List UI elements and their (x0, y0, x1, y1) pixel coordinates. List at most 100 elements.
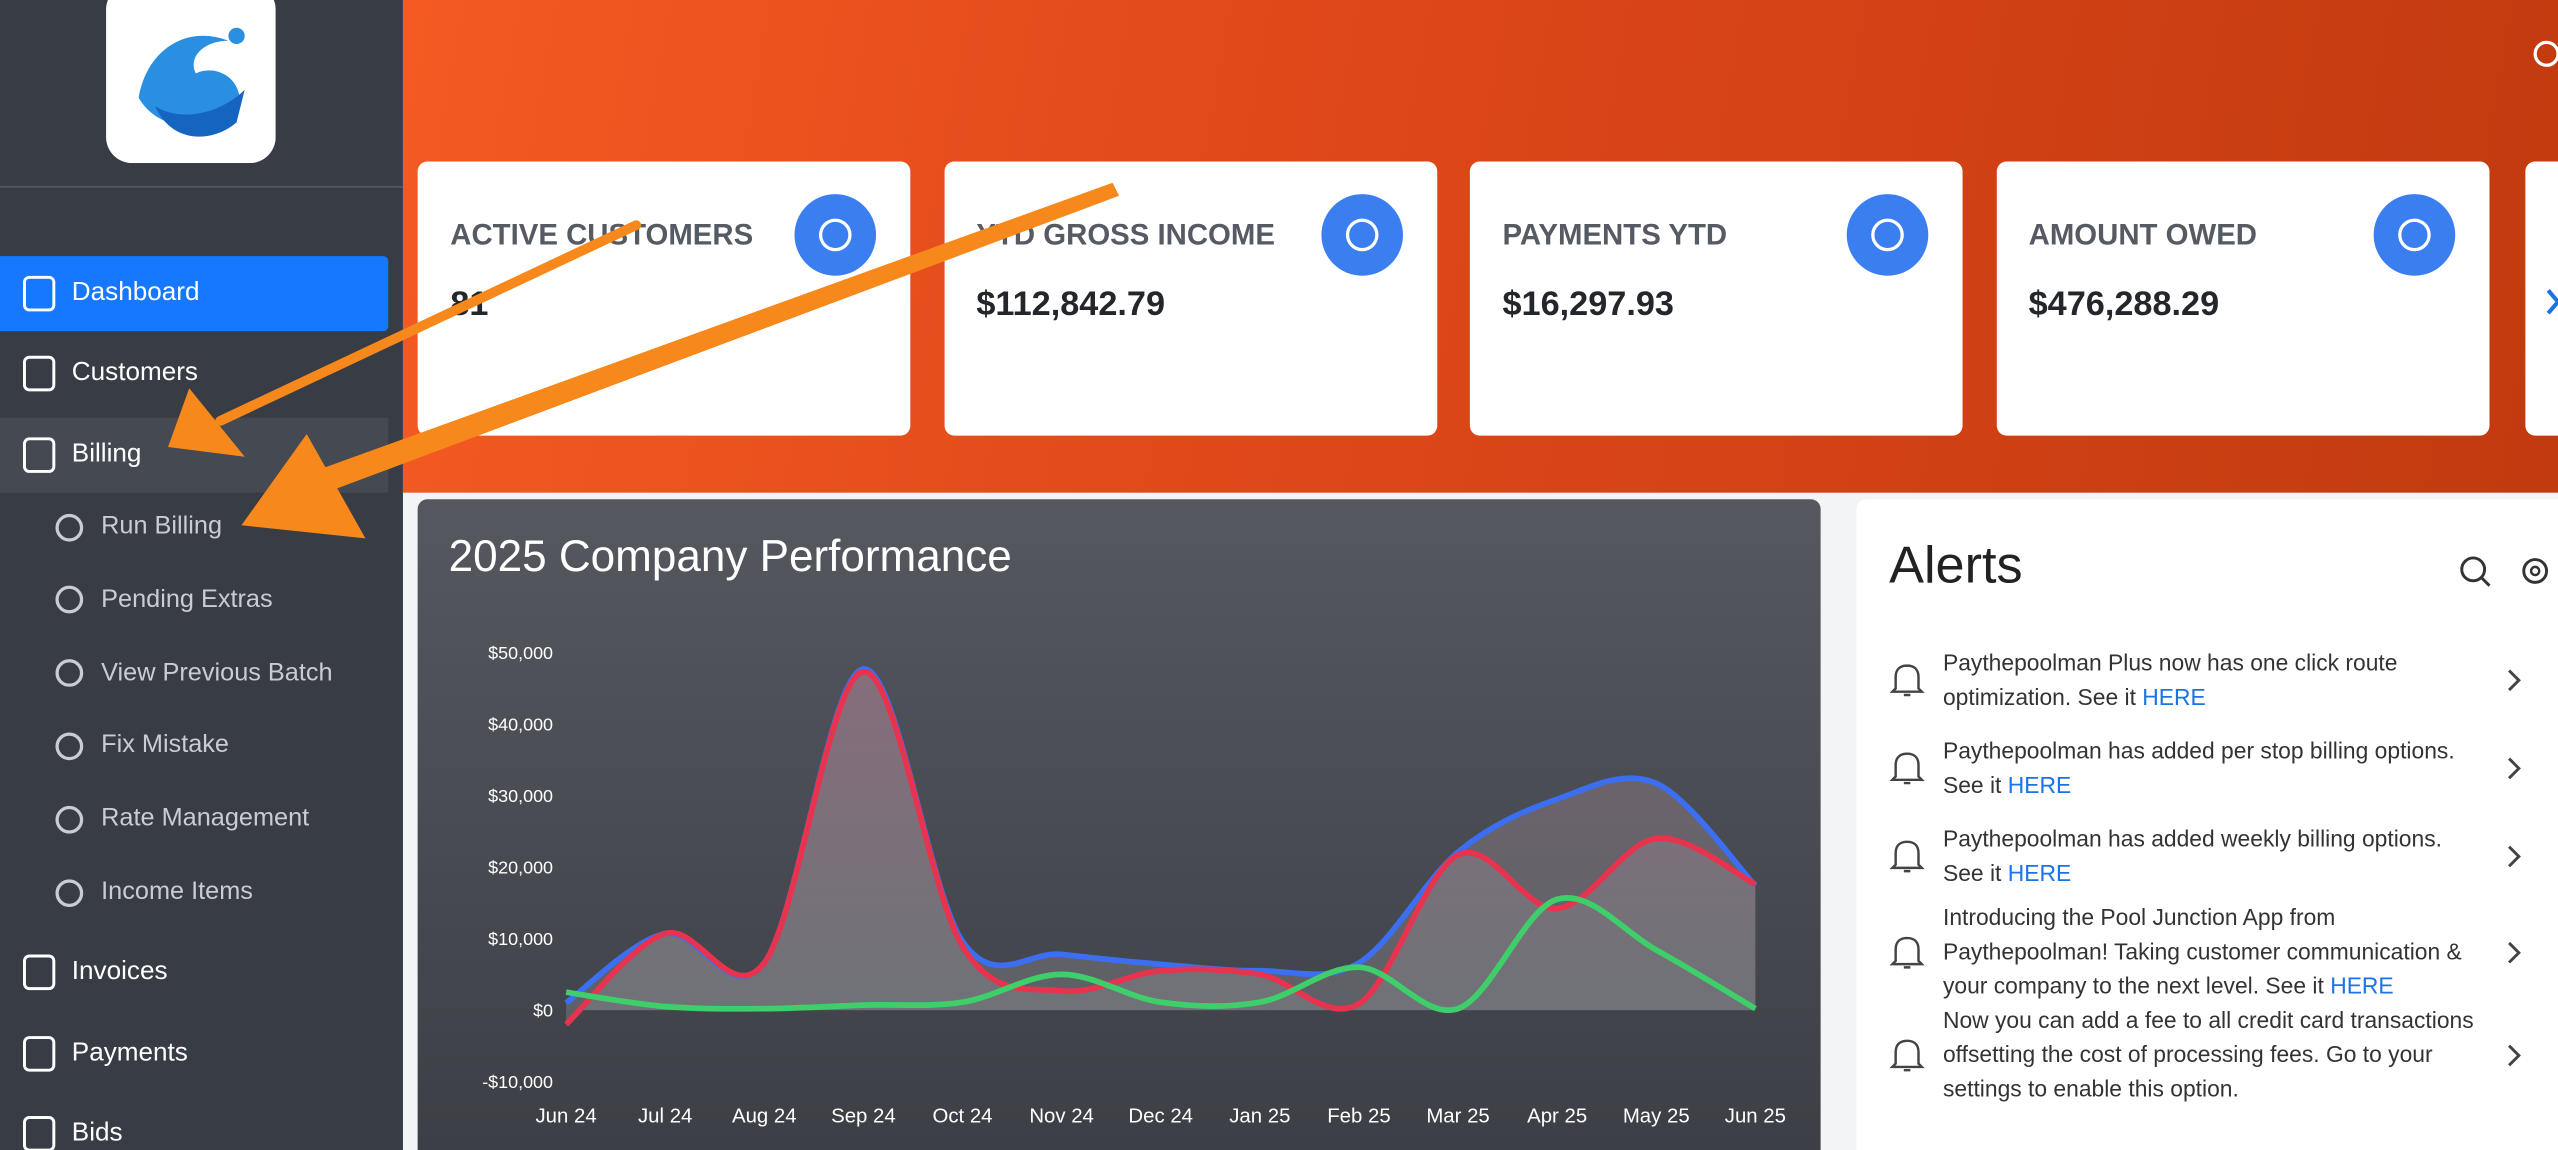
alert-text: Paythepoolman has added per stop billing… (1943, 734, 2476, 803)
menu-label: Invoices (71, 957, 168, 986)
icon-glyph (1345, 218, 1378, 252)
alert-link[interactable]: HERE (2007, 859, 2072, 886)
radio-icon (55, 732, 84, 761)
submenu-item[interactable]: Run Billing (0, 494, 388, 559)
alert-item[interactable]: Now you can add a fee to all credit card… (1857, 1003, 2558, 1106)
x-tick-label: Jan 25 (1229, 1105, 1290, 1127)
x-tick-label: Sep 24 (831, 1105, 896, 1127)
stat-label: PAYMENTS YTD (1502, 218, 1728, 252)
series-area (566, 671, 1756, 1025)
alert-link[interactable]: HERE (2330, 972, 2394, 999)
submenu-label: Run Billing (101, 512, 223, 540)
alert-item[interactable]: Paythepoolman Plus now has one click rou… (1857, 636, 2558, 724)
x-tick-label: Oct 24 (932, 1105, 992, 1127)
submenu-item[interactable]: Fix Mistake (0, 714, 388, 779)
menu-icon (23, 954, 56, 991)
menu-item[interactable]: Payments (0, 1016, 388, 1091)
chevron-shape (2508, 845, 2521, 868)
logo (106, 0, 276, 164)
menu-label: Customers (71, 358, 198, 387)
alert-message: Paythepoolman has added weekly billing o… (1942, 825, 2442, 886)
menu-item[interactable]: Customers (0, 336, 388, 411)
glyph (2397, 218, 2430, 252)
radio-icon (55, 805, 84, 834)
bell-icon (1889, 664, 1925, 697)
chevron (2508, 941, 2521, 963)
sidebar: Dashboard Customers Billing Run Billing Pend… (0, 0, 403, 1150)
stat-value: $16,297.93 (1502, 285, 1674, 324)
radio-icon (55, 513, 84, 541)
series-line (565, 895, 1757, 1014)
submenu-label: View Previous Batch (101, 658, 333, 687)
chevron (2508, 757, 2521, 780)
bell (1889, 752, 1925, 785)
y-tick-label: $20,000 (488, 858, 553, 878)
y-tick-label: $50,000 (488, 643, 553, 663)
stat-icon (1846, 194, 1929, 276)
glyph (1345, 218, 1378, 252)
x-tick-label: Jul 24 (638, 1105, 692, 1127)
submenu-label: Fix Mistake (101, 731, 230, 760)
stat-card: PAYMENTS YTD $16,297.93 (1469, 161, 1963, 436)
menu-label: Dashboard (71, 278, 200, 307)
x-tick-label: Jun 24 (535, 1105, 596, 1127)
icon-glyph (1871, 218, 1904, 252)
alert-link[interactable]: HERE (2142, 683, 2206, 710)
chevron (2508, 845, 2521, 868)
menu-item[interactable]: Bids (0, 1096, 388, 1150)
menu-item[interactable]: Invoices (0, 935, 388, 1010)
alert-text: Paythepoolman has added weekly billing o… (1943, 822, 2476, 891)
chevron (2508, 669, 2521, 692)
stat-icon (2372, 194, 2455, 276)
menu-item[interactable]: Dashboard (0, 256, 389, 332)
y-tick-label: $10,000 (488, 929, 553, 949)
bell-icon (1889, 840, 1925, 873)
icon-shape (23, 355, 56, 392)
menu-item[interactable]: Billing (0, 417, 389, 493)
stat-label: AMOUNT OWED (2028, 218, 2257, 252)
submenu-item[interactable]: Income Items (0, 860, 388, 925)
chart-title: 2025 Company Performance (448, 531, 1012, 581)
chart-panel: 2025 Company Performance -$10,000 $0 $10,0… (417, 499, 1821, 1150)
glyph (1871, 218, 1904, 252)
alert-message: Paythepoolman has added per stop billing… (1942, 737, 2455, 798)
chevron-shape (2508, 757, 2521, 780)
glyph (818, 218, 852, 252)
bell-icon (1889, 752, 1925, 785)
icon-shape (23, 437, 56, 473)
alert-item[interactable]: Paythepoolman has added per stop billing… (1857, 724, 2558, 812)
chevron (2508, 1043, 2521, 1066)
menu-icon (23, 355, 56, 392)
stat-icon (794, 194, 877, 276)
alerts-title: Alerts (1889, 535, 2023, 594)
menu-label: Bids (71, 1119, 123, 1147)
alert-item[interactable]: Introducing the Pool Junction App from P… (1857, 901, 2558, 1004)
alert-link[interactable]: HERE (2007, 771, 2072, 798)
menu-icon (23, 1035, 56, 1071)
bell (1889, 1038, 1925, 1071)
submenu-item[interactable]: Pending Extras (0, 567, 388, 632)
radio-icon (55, 659, 84, 687)
submenu-item[interactable]: View Previous Batch (0, 640, 388, 705)
stat-card: ACTIVE CUSTOMERS 81 (417, 161, 911, 436)
chevron-shape (2508, 1043, 2521, 1066)
x-tick-label: May 25 (1623, 1105, 1690, 1127)
x-tick-label: Aug 24 (732, 1105, 797, 1127)
divider (0, 185, 403, 188)
stat-value: $112,842.79 (976, 285, 1166, 324)
submenu-item[interactable]: Rate Management (0, 787, 388, 852)
y-tick-label: $0 (533, 1001, 553, 1021)
radio-icon (55, 878, 84, 907)
x-tick-label: Jun 25 (1725, 1105, 1786, 1127)
stat-icon (1320, 194, 1403, 276)
radio-icon (55, 586, 84, 614)
alert-list: Paythepoolman Plus now has one click rou… (1857, 636, 2558, 1106)
bell-icon (1889, 1038, 1925, 1071)
menu-icon (23, 437, 56, 473)
stat-value: 81 (450, 285, 489, 324)
menu-icon (23, 275, 56, 312)
settings-icon (2533, 40, 2558, 67)
alert-item[interactable]: Paythepoolman has added weekly billing o… (1857, 812, 2558, 900)
